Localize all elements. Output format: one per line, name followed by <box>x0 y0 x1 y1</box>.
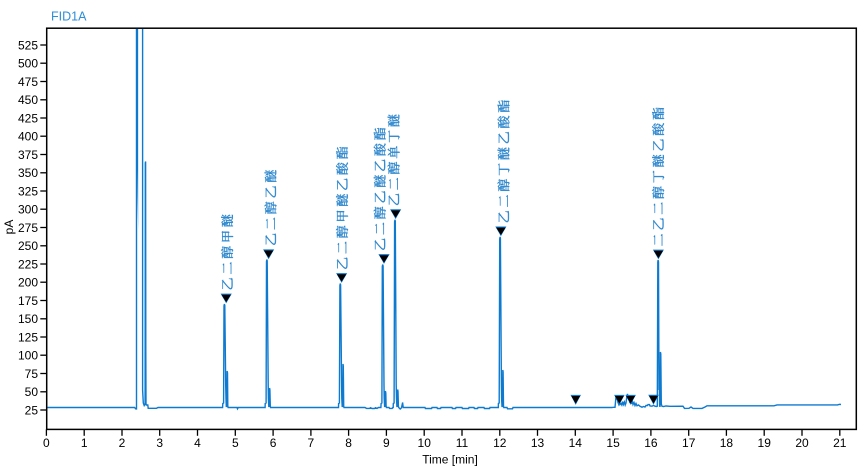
svg-text:5: 5 <box>232 436 239 450</box>
svg-text:375: 375 <box>18 148 38 162</box>
svg-text:150: 150 <box>18 312 38 326</box>
svg-text:400: 400 <box>18 130 38 144</box>
svg-text:11: 11 <box>456 436 469 450</box>
svg-text:0: 0 <box>43 436 50 450</box>
svg-text:16: 16 <box>644 436 658 450</box>
svg-text:50: 50 <box>25 385 39 399</box>
svg-text:500: 500 <box>18 57 38 71</box>
svg-text:8: 8 <box>345 436 352 450</box>
svg-text:450: 450 <box>18 93 38 107</box>
svg-text:7: 7 <box>308 436 315 450</box>
svg-text:200: 200 <box>18 276 38 290</box>
svg-text:425: 425 <box>18 111 38 125</box>
svg-text:275: 275 <box>18 221 38 235</box>
svg-text:15: 15 <box>606 436 620 450</box>
svg-text:175: 175 <box>18 294 38 308</box>
svg-text:75: 75 <box>25 367 39 381</box>
svg-text:17: 17 <box>682 436 696 450</box>
svg-text:18: 18 <box>720 436 734 450</box>
svg-text:20: 20 <box>795 436 809 450</box>
svg-text:350: 350 <box>18 166 38 180</box>
svg-text:12: 12 <box>493 436 507 450</box>
svg-text:3: 3 <box>156 436 163 450</box>
svg-text:525: 525 <box>18 38 38 52</box>
svg-text:325: 325 <box>18 184 38 198</box>
svg-text:14: 14 <box>569 436 583 450</box>
svg-text:475: 475 <box>18 75 38 89</box>
svg-text:25: 25 <box>25 403 39 417</box>
svg-text:125: 125 <box>18 330 38 344</box>
svg-text:300: 300 <box>18 203 38 217</box>
svg-text:13: 13 <box>531 436 545 450</box>
svg-text:1: 1 <box>81 436 88 450</box>
svg-text:225: 225 <box>18 257 38 271</box>
svg-text:4: 4 <box>194 436 201 450</box>
svg-text:2: 2 <box>119 436 126 450</box>
svg-text:Time [min]: Time [min] <box>422 453 478 467</box>
svg-text:10: 10 <box>418 436 432 450</box>
svg-text:6: 6 <box>270 436 277 450</box>
svg-text:19: 19 <box>758 436 772 450</box>
svg-text:9: 9 <box>383 436 390 450</box>
svg-text:pA: pA <box>2 220 16 235</box>
svg-text:250: 250 <box>18 239 38 253</box>
svg-text:FID1A: FID1A <box>51 10 87 24</box>
svg-text:100: 100 <box>18 349 38 363</box>
svg-text:21: 21 <box>833 436 847 450</box>
